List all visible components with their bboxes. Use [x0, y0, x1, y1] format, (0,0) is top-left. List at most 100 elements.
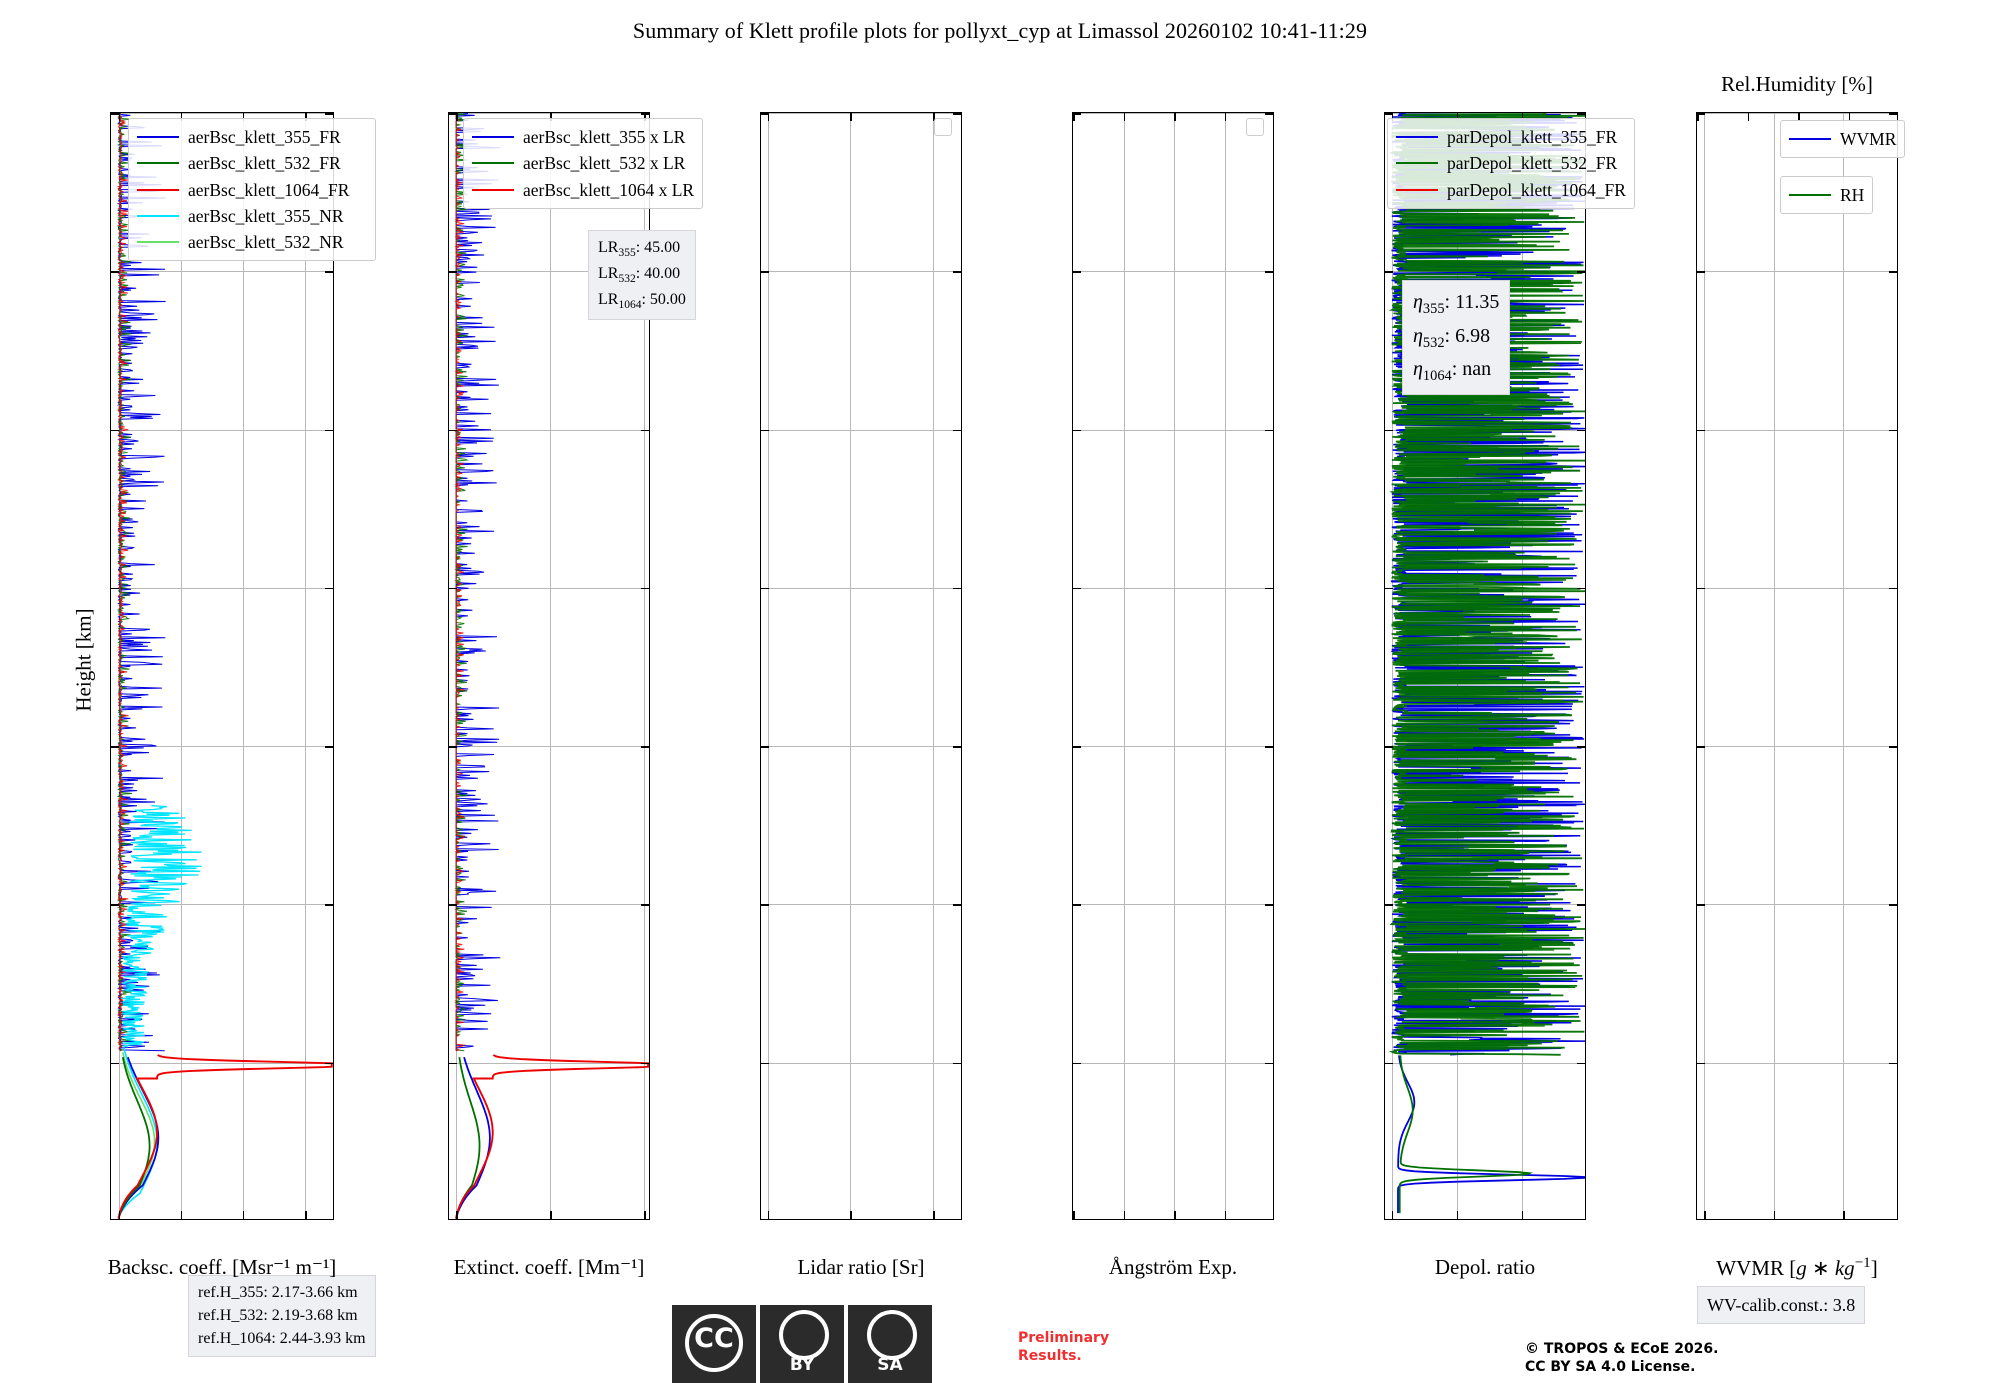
y-tick	[1073, 429, 1081, 432]
gridline-horizontal	[111, 1062, 333, 1064]
y-tick	[1577, 113, 1585, 115]
gridline-horizontal	[449, 587, 649, 589]
x-tick	[933, 1211, 935, 1219]
data-traces-lidar-ratio	[761, 113, 961, 1219]
annotation-line: LR532: 40.00	[598, 264, 681, 286]
y-tick	[325, 746, 333, 748]
gridline-horizontal	[1073, 429, 1273, 431]
legend-line-swatch	[137, 214, 179, 217]
annotation-box-extinction: LR355: 45.00 LR532: 40.00 LR1064: 50.00	[588, 230, 696, 320]
legend-line-swatch	[137, 188, 179, 191]
legend-line-swatch	[1789, 194, 1831, 197]
y-tick	[111, 271, 119, 273]
gridline-vertical	[850, 113, 852, 1219]
y-tick	[325, 1062, 333, 1065]
annotation-line: η532: 6.98	[1413, 324, 1491, 351]
preliminary-line-2: Results.	[1018, 1347, 1082, 1364]
plot-area-extinction: 024681012140200400	[449, 113, 649, 1219]
x-tick	[550, 1211, 552, 1219]
x-tick	[1456, 1211, 1459, 1219]
x-tick	[1456, 113, 1459, 121]
annotation-subscript: 355	[618, 247, 636, 260]
x-tick	[456, 1211, 458, 1219]
y-tick	[1265, 113, 1273, 115]
y-tick	[953, 904, 961, 906]
legend-entry: parDepol_klett_532_FR	[1396, 150, 1626, 176]
plot-area-angstrom: 02468101214−10123	[1073, 113, 1273, 1219]
legend-label: aerBsc_klett_355_FR	[188, 127, 341, 147]
gridline-vertical	[550, 113, 551, 1219]
plot-area-lidar-ratio: 02468101214050100	[761, 113, 961, 1219]
gridline-horizontal	[761, 1062, 961, 1064]
legend-entry: aerBsc_klett_532_NR	[137, 229, 367, 255]
plot-panel-angstrom: 02468101214−10123	[1072, 112, 1274, 1220]
legend-lidar-ratio-empty[interactable]	[934, 118, 952, 136]
y-tick	[1073, 587, 1081, 590]
page-title: Summary of Klett profile plots for polly…	[632, 18, 1368, 43]
y-tick	[761, 271, 769, 273]
gridline-horizontal	[1385, 1062, 1585, 1064]
plot-panel-backscatter: 024681012140.02.55.07.5	[110, 112, 334, 1220]
x-axis-title-backscatter: Backsc. coeff. [Msr⁻¹ m⁻¹]	[107, 1255, 337, 1279]
y-tick	[1073, 271, 1081, 273]
y-tick	[1577, 587, 1585, 590]
x-tick	[1174, 113, 1176, 121]
gridline-vertical	[1704, 113, 1705, 1219]
legend-entry: WVMR	[1789, 126, 1896, 152]
x-tick	[1391, 113, 1394, 121]
copyright-notice: © TROPOS & ECoE 2026. CC BY SA 4.0 Licen…	[1525, 1340, 1718, 1376]
y-tick	[1385, 904, 1393, 906]
gridline-horizontal	[111, 904, 333, 906]
rh-axis-title: Rel.Humidity [%]	[1721, 72, 1873, 96]
plot-area-depol-ratio: 024681012140.00.20.40.6	[1385, 113, 1585, 1219]
y-tick	[449, 271, 457, 273]
gridline-horizontal	[761, 429, 961, 431]
gridline-vertical	[242, 113, 244, 1219]
legend-backscatter[interactable]: aerBsc_klett_355_FR aerBsc_klett_532_FR ae…	[128, 118, 376, 262]
gridline-vertical	[1773, 113, 1775, 1219]
annotation-subscript: 532	[618, 273, 636, 286]
legend-entry: aerBsc_klett_532 x LR	[472, 150, 694, 176]
gridline-horizontal	[1073, 271, 1273, 273]
legend-wvmr-1[interactable]: RH	[1780, 176, 1874, 215]
copyright-line-1: © TROPOS & ECoE 2026.	[1525, 1341, 1719, 1357]
legend-wvmr-0[interactable]: WVMR	[1780, 120, 1906, 159]
gridline-horizontal	[1697, 587, 1897, 589]
legend-entry: aerBsc_klett_1064 x LR	[472, 177, 694, 203]
legend-entry: RH	[1789, 182, 1864, 208]
gridline-horizontal	[761, 746, 961, 748]
gridline-vertical	[644, 113, 645, 1219]
annotation-line: η355: 11.35	[1413, 291, 1500, 317]
legend-angstrom-empty[interactable]	[1246, 118, 1264, 136]
legend-label: WVMR	[1840, 129, 1897, 149]
x-axis-title-wvmr: WVMR [g ∗ kg−1]	[1716, 1255, 1878, 1280]
y-tick	[449, 113, 457, 115]
gridline-horizontal	[449, 271, 649, 273]
y-tick	[1073, 1062, 1081, 1065]
gridline-vertical	[933, 113, 935, 1219]
y-tick	[1889, 429, 1897, 432]
legend-extinction[interactable]: aerBsc_klett_355 x LR aerBsc_klett_532 x …	[463, 118, 704, 209]
x-tick	[767, 1211, 770, 1219]
x-tick	[118, 113, 121, 121]
y-tick	[761, 113, 769, 115]
gridline-vertical	[1391, 113, 1393, 1219]
gridline-horizontal	[761, 587, 961, 589]
gridline-horizontal	[449, 113, 649, 114]
y-tick	[325, 904, 333, 906]
gridline-vertical	[305, 113, 307, 1219]
ref-height-1064: ref.H_1064: 2.44-3.93 km	[198, 1330, 366, 1348]
y-tick	[1697, 904, 1705, 906]
y-axis-title: Height [km]	[71, 608, 96, 712]
legend-depol-ratio[interactable]: parDepol_klett_355_FR parDepol_klett_532_…	[1387, 118, 1635, 209]
gridline-horizontal	[1697, 1062, 1897, 1064]
y-tick	[761, 746, 769, 748]
x-tick	[933, 113, 935, 121]
x-axis-title-lidar-ratio: Lidar ratio [Sr]	[797, 1255, 925, 1279]
y-tick	[1265, 271, 1273, 273]
y-tick	[641, 1062, 649, 1065]
x-tick	[1521, 113, 1524, 121]
cc-cell-sa: SA	[848, 1305, 932, 1383]
gridline-horizontal	[1073, 746, 1273, 748]
y-tick	[1577, 1062, 1585, 1065]
